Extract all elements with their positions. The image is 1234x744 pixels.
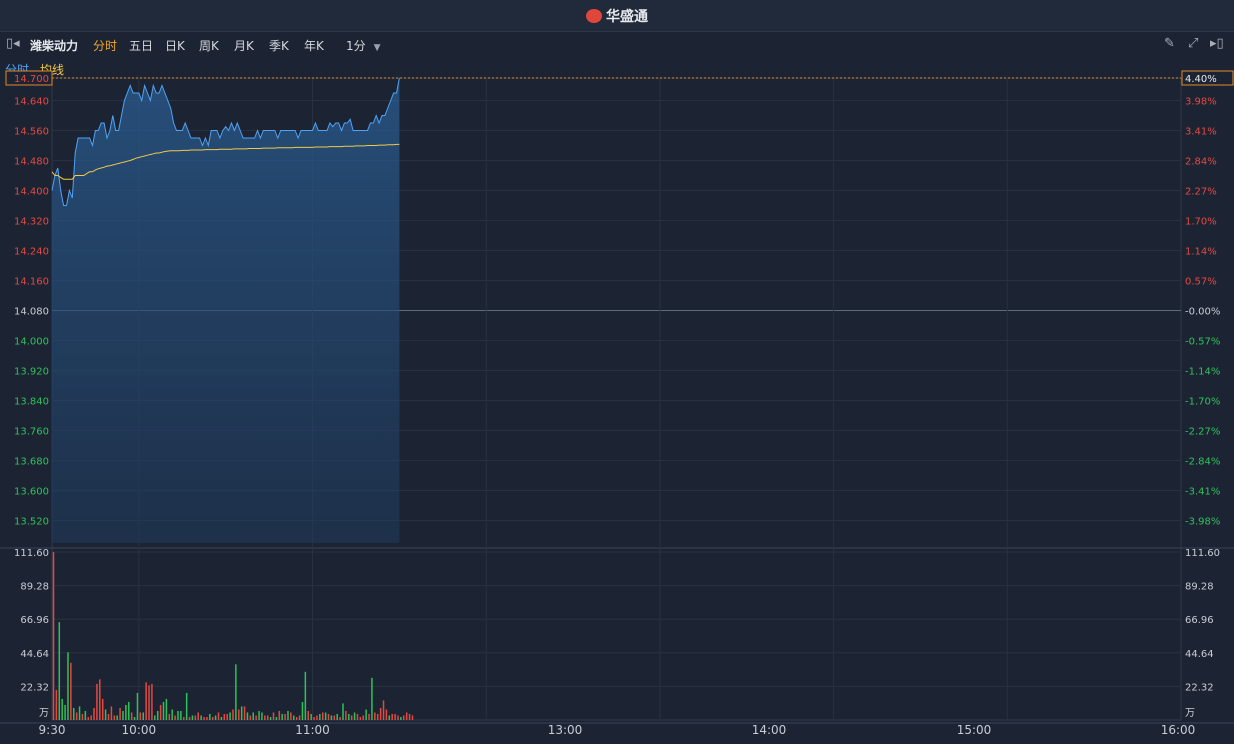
- price-tick-label: 14.320: [14, 217, 49, 228]
- change-tick-label: -0.57%: [1185, 337, 1220, 348]
- change-tick-label: -1.14%: [1185, 367, 1220, 378]
- change-tick-label: 3.41%: [1185, 127, 1217, 138]
- average-line: [51, 143, 400, 180]
- volume-tick-label: 111.60: [14, 548, 49, 559]
- tab-weekly-k[interactable]: 周K: [199, 39, 219, 53]
- price-tick-label: 14.400: [14, 187, 49, 198]
- change-tick-label: 3.98%: [1185, 97, 1217, 108]
- tab-quarterly-k[interactable]: 季K: [269, 39, 289, 53]
- time-tick-label: 16:00: [1161, 723, 1196, 737]
- current-price-label: 14.700: [14, 74, 49, 85]
- chevron-down-icon: ▼: [373, 43, 381, 53]
- change-tick-label: -3.98%: [1185, 517, 1220, 528]
- collapse-left-icon[interactable]: ▯◂: [6, 36, 20, 51]
- volume-tick-label: 22.32: [20, 682, 49, 693]
- tab-yearly-k[interactable]: 年K: [304, 39, 324, 53]
- volume-unit-right: 万: [1185, 708, 1195, 719]
- price-tick-label: 14.160: [14, 277, 49, 288]
- time-tick-label: 10:00: [122, 723, 157, 737]
- brand-name: 华盛通: [606, 9, 648, 25]
- volume-tick-label-right: 22.32: [1185, 682, 1214, 693]
- price-tick-label: 14.640: [14, 97, 49, 108]
- price-tick-label: 13.840: [14, 397, 49, 408]
- change-tick-label: -2.27%: [1185, 427, 1220, 438]
- price-tick-label: 13.680: [14, 457, 49, 468]
- tab-daily-k[interactable]: 日K: [165, 39, 185, 53]
- price-tick-label: 13.920: [14, 367, 49, 378]
- volume-unit: 万: [39, 708, 49, 719]
- tab-five-day[interactable]: 五日: [129, 39, 154, 53]
- price-tick-label: 13.600: [14, 487, 49, 498]
- chart-toolbar: ▯◂ 潍柴动力 分时 五日 日K 周K 月K 季K 年K 1分 ▼ ✎ ⤢ ▸▯: [0, 32, 1234, 58]
- interval-select[interactable]: 1分 ▼: [346, 37, 381, 54]
- price-tick-label: 13.520: [14, 517, 49, 528]
- volume-tick-label-right: 66.96: [1185, 615, 1214, 626]
- change-tick-label: 1.70%: [1185, 217, 1217, 228]
- volume-tick-label: 44.64: [20, 649, 49, 660]
- tab-monthly-k[interactable]: 月K: [234, 39, 254, 53]
- change-tick-label: 1.14%: [1185, 247, 1217, 258]
- interval-value: 1分: [346, 39, 366, 53]
- change-tick-label: -0.00%: [1185, 307, 1220, 318]
- change-tick-label: -2.84%: [1185, 457, 1220, 468]
- pencil-icon[interactable]: ✎: [1164, 36, 1175, 51]
- current-change-box: [1181, 70, 1234, 86]
- price-tick-label: 14.560: [14, 127, 49, 138]
- brand-logo-icon: [586, 9, 602, 23]
- change-tick-label: 2.84%: [1185, 157, 1217, 168]
- time-tick-label: 14:00: [752, 723, 787, 737]
- price-tick-label: 14.240: [14, 247, 49, 258]
- fullscreen-icon[interactable]: ⤢: [1188, 36, 1199, 51]
- current-change-label: 4.40%: [1185, 74, 1217, 85]
- volume-tick-label-right: 89.28: [1185, 582, 1214, 593]
- change-tick-label: 0.57%: [1185, 277, 1217, 288]
- change-tick-label: 2.27%: [1185, 187, 1217, 198]
- stock-name: 潍柴动力: [30, 39, 79, 53]
- collapse-right-icon[interactable]: ▸▯: [1210, 36, 1224, 51]
- volume-tick-label: 66.96: [20, 615, 49, 626]
- volume-tick-label-right: 44.64: [1185, 649, 1214, 660]
- time-tick-label: 13:00: [548, 723, 583, 737]
- price-tick-label: 14.000: [14, 337, 49, 348]
- change-tick-label: -3.41%: [1185, 487, 1220, 498]
- change-tick-label: -1.70%: [1185, 397, 1220, 408]
- price-line: [51, 77, 400, 206]
- price-area: [52, 78, 400, 543]
- price-tick-label: 14.480: [14, 157, 49, 168]
- app-header: 华盛通: [0, 0, 1234, 32]
- tab-intraday[interactable]: 分时: [93, 39, 118, 53]
- brand: 华盛通: [0, 6, 1234, 26]
- volume-tick-label: 89.28: [20, 582, 49, 593]
- price-tick-label: 13.760: [14, 427, 49, 438]
- price-tick-label: 14.080: [14, 307, 49, 318]
- time-tick-label: 15:00: [957, 723, 992, 737]
- time-tick-label: 9:30: [39, 723, 66, 737]
- current-price-box: [5, 70, 53, 86]
- time-tick-label: 11:00: [295, 723, 330, 737]
- volume-tick-label-right: 111.60: [1185, 548, 1220, 559]
